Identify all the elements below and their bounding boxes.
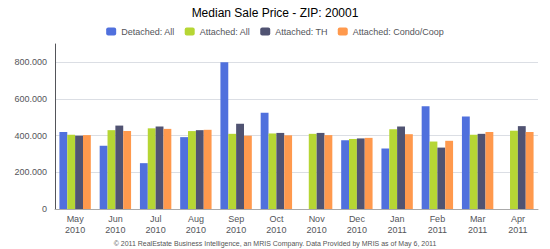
svg-text:2011: 2011 bbox=[428, 225, 447, 235]
svg-text:Detached: All: Detached: All bbox=[121, 27, 174, 37]
svg-text:Nov: Nov bbox=[309, 214, 326, 224]
svg-text:200.000: 200.000 bbox=[14, 167, 47, 177]
svg-text:2010: 2010 bbox=[186, 225, 206, 235]
svg-text:2011: 2011 bbox=[387, 225, 406, 235]
svg-text:Median Sale Price - ZIP: 20001: Median Sale Price - ZIP: 20001 bbox=[192, 6, 359, 20]
svg-text:2010: 2010 bbox=[146, 225, 166, 235]
svg-text:Jul: Jul bbox=[150, 214, 162, 224]
svg-text:Aug: Aug bbox=[188, 214, 204, 224]
svg-text:Attached: Condo/Coop: Attached: Condo/Coop bbox=[353, 27, 444, 37]
svg-text:Feb: Feb bbox=[430, 214, 446, 224]
svg-text:Dec: Dec bbox=[349, 214, 366, 224]
svg-text:400.000: 400.000 bbox=[14, 131, 47, 141]
svg-text:600.000: 600.000 bbox=[14, 94, 47, 104]
svg-text:2010: 2010 bbox=[347, 225, 367, 235]
svg-text:2010: 2010 bbox=[226, 225, 246, 235]
svg-text:Attached: TH: Attached: TH bbox=[275, 27, 327, 37]
svg-text:2010: 2010 bbox=[105, 225, 125, 235]
svg-text:0: 0 bbox=[42, 204, 47, 214]
svg-text:© 2011 RealEstate Business Int: © 2011 RealEstate Business Intelligence,… bbox=[114, 240, 437, 248]
svg-text:Apr: Apr bbox=[511, 214, 525, 224]
svg-text:2010: 2010 bbox=[65, 225, 85, 235]
svg-text:800.000: 800.000 bbox=[14, 57, 47, 67]
svg-text:May: May bbox=[67, 214, 85, 224]
svg-text:Sep: Sep bbox=[228, 214, 244, 224]
svg-text:2011: 2011 bbox=[508, 225, 527, 235]
svg-text:2010: 2010 bbox=[266, 225, 286, 235]
svg-text:2010: 2010 bbox=[307, 225, 327, 235]
svg-text:Oct: Oct bbox=[269, 214, 284, 224]
svg-text:Jun: Jun bbox=[108, 214, 123, 224]
svg-text:Jan: Jan bbox=[390, 214, 405, 224]
svg-text:Mar: Mar bbox=[470, 214, 486, 224]
svg-text:Attached: All: Attached: All bbox=[200, 27, 250, 37]
svg-text:2011: 2011 bbox=[468, 225, 487, 235]
